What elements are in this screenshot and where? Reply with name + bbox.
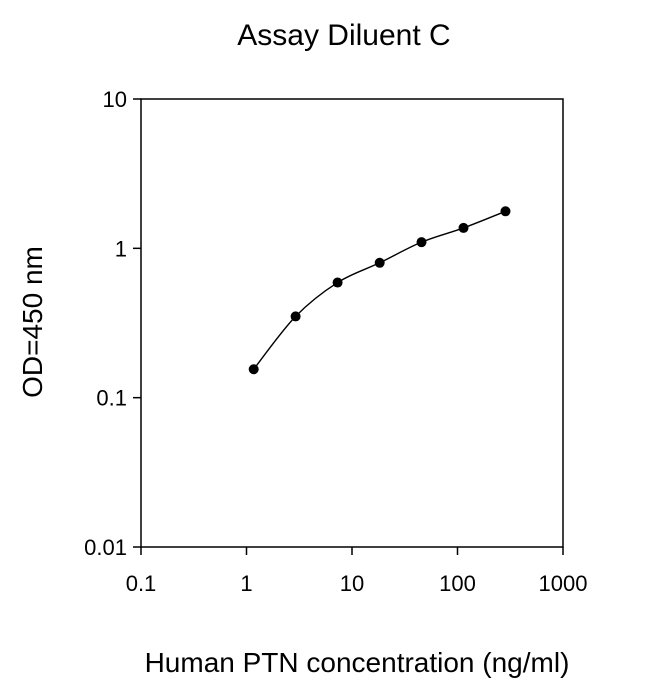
y-tick-label: 0.1: [96, 386, 127, 411]
data-point: [290, 311, 301, 322]
data-point: [500, 206, 511, 217]
x-tick-label: 100: [439, 571, 476, 596]
y-tick-label: 1: [115, 236, 127, 261]
x-tick-label: 1: [240, 571, 252, 596]
data-point: [248, 364, 259, 375]
data-point: [416, 237, 427, 248]
plot-area-frame: [140, 98, 564, 548]
x-axis-ticks: 0.1 1 10 100 1000: [126, 547, 588, 596]
chart-title: Assay Diluent C: [237, 19, 450, 52]
y-tick-label: 0.01: [84, 535, 127, 560]
y-axis-label: OD=450 nm: [17, 246, 48, 398]
y-tick-label: 10: [103, 87, 127, 112]
data-point: [332, 277, 343, 288]
y-axis-ticks: 0.01 0.1 1 10: [84, 87, 141, 560]
data-point: [458, 222, 469, 233]
x-tick-label: 1000: [539, 571, 588, 596]
x-tick-label: 0.1: [126, 571, 157, 596]
x-tick-label: 10: [340, 571, 364, 596]
x-axis-label: Human PTN concentration (ng/ml): [145, 647, 570, 678]
series-layer: [248, 206, 511, 375]
data-point: [374, 257, 385, 268]
series-line: [253, 210, 506, 370]
